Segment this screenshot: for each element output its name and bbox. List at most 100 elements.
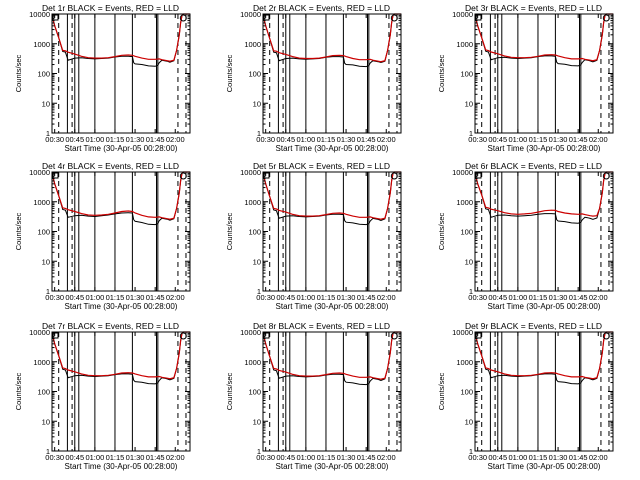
x-tick-label: 00:30 [468,293,487,302]
y-axis-label: Counts/sec [225,54,234,92]
y-tick-label: 10000 [240,328,261,337]
y-tick-label: 10 [42,99,50,108]
y-axis-label: Counts/sec [437,212,446,250]
overflow-marker [475,172,482,179]
y-tick-label: 10 [253,99,261,108]
y-tick-label: 10 [465,417,473,426]
events-series-line [51,331,190,385]
chart-panel-5: Det 5r BLACK = Events, RED = LLD 00:30 00:… [225,161,402,311]
y-tick-label: 10 [42,417,50,426]
y-axis-label: Counts/sec [437,54,446,92]
plot-frame [51,331,191,452]
y-tick-label: 100 [460,228,473,237]
overflow-marker [52,332,59,339]
y-tick-label: 1 [46,129,50,138]
y-tick-label: 1000 [456,358,473,367]
x-tick-label: 00:30 [45,453,64,462]
y-tick-label: 100 [37,388,50,397]
y-axis-label: Counts/sec [14,372,23,410]
x-tick-label: 01:30 [126,453,145,462]
x-tick-label: 00:30 [468,135,487,144]
events-series-line [474,13,613,67]
chart-panel-4: Det 4r BLACK = Events, RED = LLD 00:30 00:… [14,161,191,311]
plot-frame [262,13,402,134]
x-axis-label: Start Time (30-Apr-05 00:28:00) [65,144,178,153]
lld-series-line [51,13,190,62]
y-tick-label: 1000 [456,40,473,49]
x-tick-label: 02:00 [166,453,185,462]
y-tick-label: 1000 [244,358,261,367]
y-tick-label: 100 [248,70,261,79]
y-tick-label: 1 [257,287,261,296]
plot-frame [262,171,402,292]
y-tick-label: 100 [248,228,261,237]
x-tick-label: 01:30 [549,135,568,144]
x-tick-label: 01:15 [106,293,125,302]
x-axis-label: Start Time (30-Apr-05 00:28:00) [488,302,601,311]
x-tick-label: 00:30 [468,453,487,462]
events-series-line [51,171,190,226]
x-tick-label: 01:45 [569,135,588,144]
x-tick-label: 00:45 [65,453,84,462]
x-tick-label: 01:00 [296,135,315,144]
y-axis-label: Counts/sec [437,372,446,410]
chart-title: Det 6r BLACK = Events, RED = LLD [465,161,602,171]
x-tick-label: 00:45 [488,293,507,302]
x-axis-label: Start Time (30-Apr-05 00:28:00) [65,462,178,471]
overflow-marker [602,14,610,22]
chart-title: Det 9r BLACK = Events, RED = LLD [465,321,602,331]
x-tick-label: 01:30 [549,293,568,302]
chart-title: Det 7r BLACK = Events, RED = LLD [42,321,179,331]
chart-title: Det 1r BLACK = Events, RED = LLD [42,3,179,13]
overflow-marker [390,332,398,340]
overflow-marker [263,14,270,21]
y-axis-label: Counts/sec [225,212,234,250]
y-tick-label: 10000 [240,168,261,177]
x-tick-label: 01:45 [146,293,165,302]
chart-title: Det 4r BLACK = Events, RED = LLD [42,161,179,171]
lld-series-line [474,13,613,62]
y-tick-label: 1000 [33,358,50,367]
x-axis-label: Start Time (30-Apr-05 00:28:00) [65,302,178,311]
x-tick-label: 02:00 [166,293,185,302]
x-tick-label: 01:15 [317,453,336,462]
overflow-marker [52,172,59,179]
events-series-line [51,13,190,67]
overflow-marker [179,332,187,340]
overflow-marker [52,14,59,21]
chart-panel-6: Det 6r BLACK = Events, RED = LLD 00:30 00:… [437,161,614,311]
x-tick-label: 01:30 [337,453,356,462]
x-tick-label: 00:45 [488,453,507,462]
y-axis-label: Counts/sec [225,372,234,410]
x-tick-label: 02:00 [589,453,608,462]
plot-frame [51,171,191,292]
chart-panel-3: Det 3r BLACK = Events, RED = LLD 00:30 00:… [437,3,614,153]
x-tick-label: 02:00 [589,135,608,144]
x-tick-label: 01:00 [508,453,527,462]
overflow-marker [179,172,187,180]
x-tick-label: 01:30 [126,135,145,144]
y-tick-label: 10 [253,417,261,426]
x-tick-label: 01:00 [508,135,527,144]
x-tick-label: 00:30 [45,293,64,302]
chart-panel-2: Det 2r BLACK = Events, RED = LLD 00:30 00:… [225,3,402,153]
chart-title: Det 5r BLACK = Events, RED = LLD [253,161,390,171]
x-tick-label: 00:45 [276,293,295,302]
x-tick-label: 02:00 [377,293,396,302]
x-axis-label: Start Time (30-Apr-05 00:28:00) [276,302,389,311]
x-axis-label: Start Time (30-Apr-05 00:28:00) [488,462,601,471]
y-tick-label: 100 [460,388,473,397]
chart-panel-9: Det 9r BLACK = Events, RED = LLD 00:30 00:… [437,321,614,471]
y-tick-label: 10000 [29,328,50,337]
overflow-marker [263,172,270,179]
x-tick-label: 01:45 [569,453,588,462]
x-tick-label: 01:45 [146,135,165,144]
x-tick-label: 00:45 [488,135,507,144]
lld-series-line [51,331,190,380]
y-tick-label: 1 [46,287,50,296]
y-tick-label: 1000 [33,40,50,49]
y-tick-label: 10 [253,257,261,266]
plot-frame [474,171,614,292]
x-tick-label: 01:15 [106,453,125,462]
lld-series-line [474,331,613,380]
